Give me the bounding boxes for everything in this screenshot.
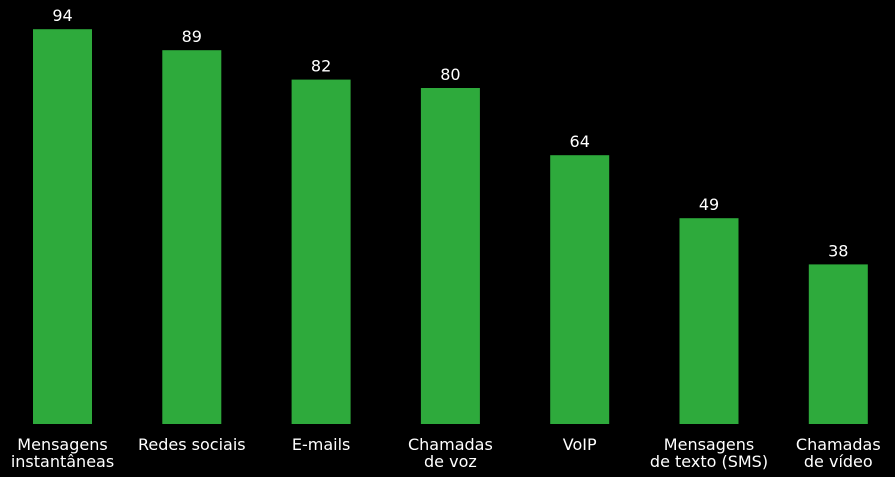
bar [162,50,222,424]
bar [808,264,868,424]
category-label-line: Mensagens [664,435,754,454]
category-label-line: VoIP [563,435,597,454]
bars-layer [33,29,868,424]
category-label-line: de texto (SMS) [650,452,768,471]
category-label: Chamadas de voz [408,435,493,471]
category-label-line: Redes sociais [138,435,246,454]
category-label-line: E-mails [292,435,351,454]
bar [291,79,351,424]
bar [679,218,739,424]
category-label: Mensagens de texto (SMS) [650,435,768,471]
bar [33,29,92,424]
category-label-line: instantâneas [11,452,114,471]
value-label: 94 [52,6,72,25]
bar [550,155,610,424]
category-label: VoIP [563,435,597,454]
category-label-line: Chamadas [408,435,493,454]
category-label: E-mails [292,435,351,454]
category-label-line: Chamadas [796,435,881,454]
category-label: Chamadas de vídeo [796,435,881,471]
value-label: 80 [440,65,460,84]
value-label: 89 [182,27,202,46]
bar [420,88,480,424]
category-label-line: Mensagens [17,435,107,454]
category-label-line: de vídeo [804,452,873,471]
category-label: Mensagens instantâneas [11,435,114,471]
value-label: 82 [311,57,331,76]
category-label-line: de voz [424,452,477,471]
value-labels-layer: 94 89 82 80 64 49 38 [52,6,848,260]
category-label: Redes sociais [138,435,246,454]
value-label: 49 [699,195,719,214]
value-label: 64 [570,132,590,151]
value-label: 38 [828,241,848,260]
